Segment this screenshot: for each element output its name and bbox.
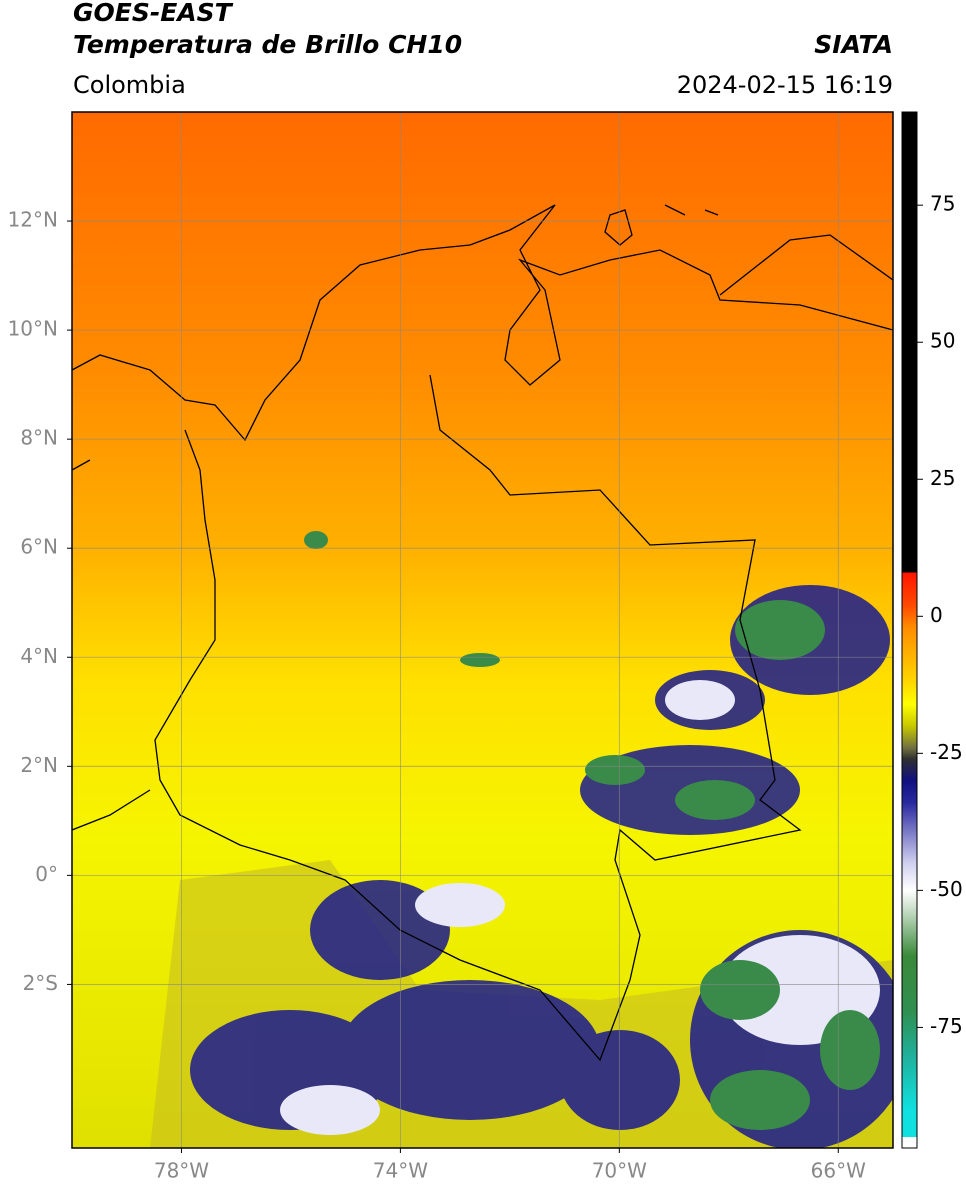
lat-tick-label: 0° [35,862,58,886]
lat-tick-label: 12°N [8,208,58,232]
colorbar-tick-label: 0 [930,603,943,627]
lon-tick-label: 70°W [592,1159,647,1183]
colorbar-tick-label: 25 [930,466,955,490]
lon-tick-label: 66°W [811,1159,866,1183]
colorbar-tick-label: 75 [930,192,955,216]
colorbar-tick-label: -25 [930,740,963,764]
lon-tick-label: 74°W [373,1159,428,1183]
subtitle: Temperatura de Brillo CH10 [73,30,462,59]
lat-tick-label: 6°N [20,535,58,559]
source: SIATA [814,30,893,59]
lat-tick-label: 10°N [8,317,58,341]
region: Colombia [73,71,186,99]
lat-tick-label: 4°N [20,644,58,668]
map-frame [71,111,894,1149]
lat-tick-label: 8°N [20,426,58,450]
colorbar-tick-label: -75 [930,1014,963,1038]
colorbar-tick-label: -50 [930,877,963,901]
timestamp: 2024-02-15 16:19 [677,71,893,99]
map-image [72,112,893,1148]
lat-tick-label: 2°S [23,971,58,995]
colorbar-tick-label: 50 [930,329,955,353]
lon-tick-label: 78°W [154,1159,209,1183]
title: GOES-EAST [73,0,234,27]
lat-tick-label: 2°N [20,753,58,777]
colorbar [901,111,918,1149]
